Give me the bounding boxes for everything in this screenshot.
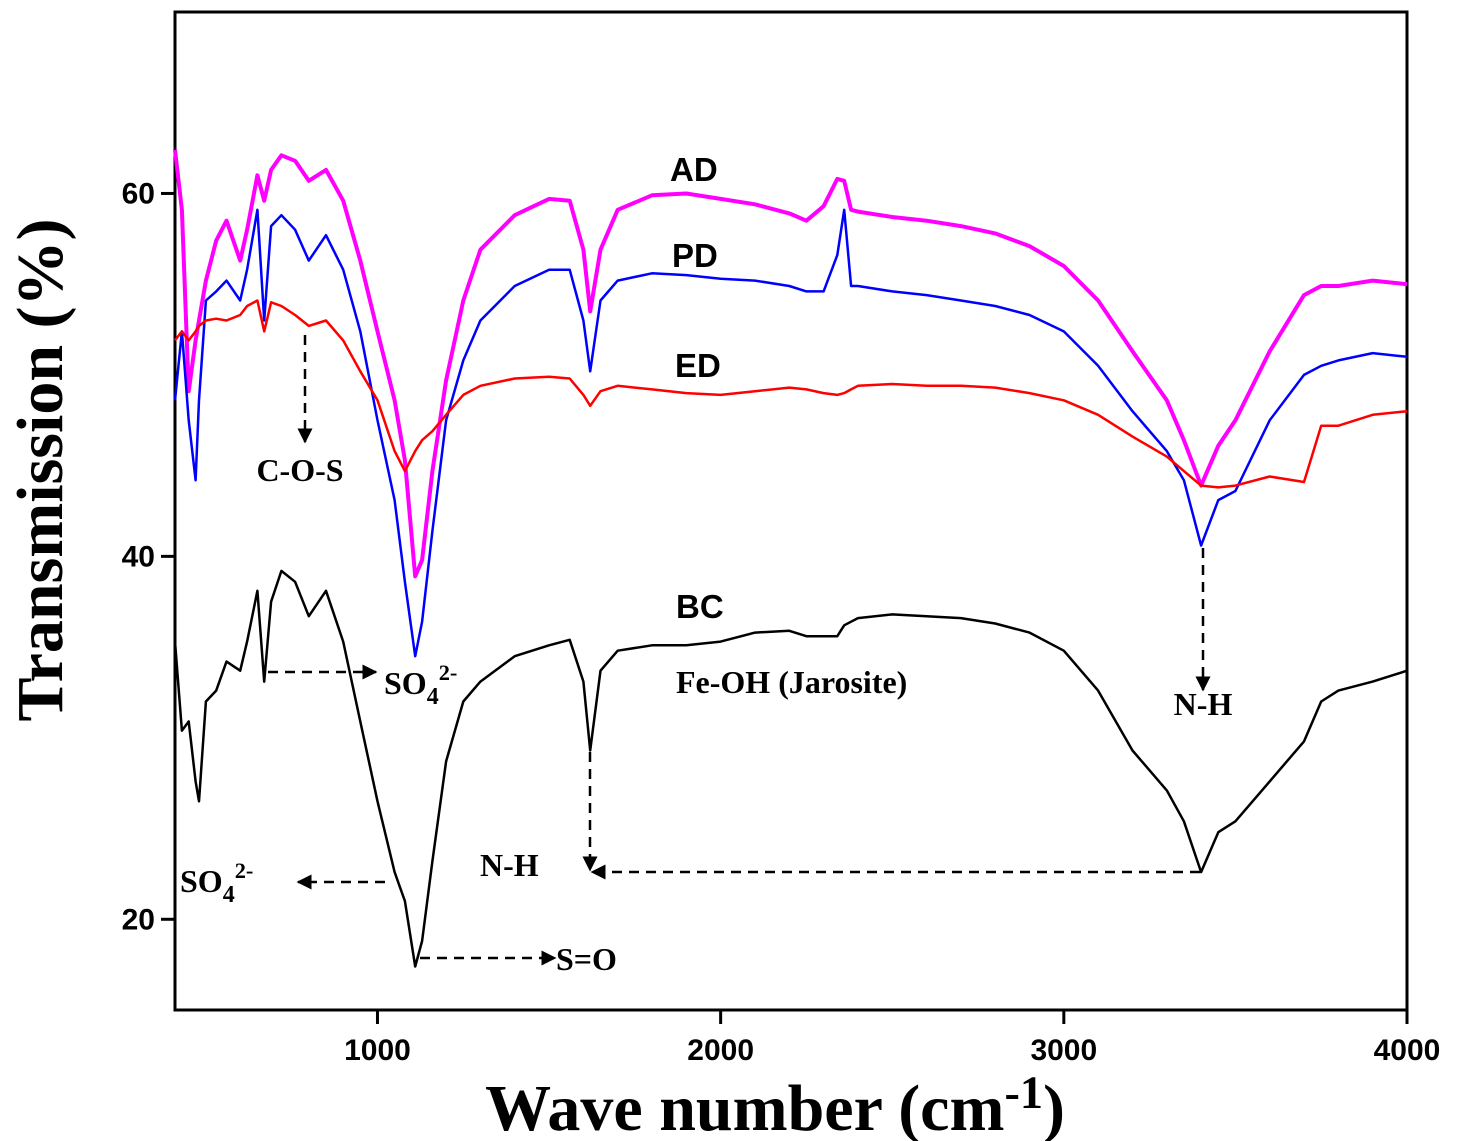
- x-tick-label: 4000: [1374, 1034, 1441, 1067]
- annotation-text: Fe-OH (Jarosite): [676, 664, 907, 700]
- annotation: N-H: [1174, 686, 1233, 722]
- annotation: SO42-: [180, 858, 253, 908]
- series-label: AD: [670, 151, 718, 188]
- plot-frame: [173, 10, 1409, 1012]
- spectrum-line: [173, 149, 1408, 579]
- spectrum-line: [173, 208, 1408, 658]
- annotation-text: S=O: [556, 941, 617, 977]
- y-tick-label: 60: [122, 177, 155, 210]
- spectrum-line: [173, 569, 1408, 968]
- y-tick-label: 40: [122, 540, 155, 573]
- annotation-text: SO: [384, 665, 427, 701]
- annotation-text: C-O-S: [256, 452, 343, 488]
- x-axis-title-sup: -1: [1004, 1067, 1042, 1118]
- x-tick-label: 3000: [1030, 1034, 1097, 1067]
- y-axis-title: Transmission (%): [4, 219, 77, 722]
- annotation: SO42-: [384, 660, 457, 710]
- annotation: C-O-S: [256, 452, 343, 488]
- annotation-text: SO: [180, 863, 223, 899]
- series-label: PD: [672, 237, 718, 274]
- annotation-text: N-H: [480, 847, 539, 883]
- y-tick-label: 20: [122, 903, 155, 936]
- series-label: BC: [676, 588, 724, 625]
- spectrum-line: [174, 299, 1408, 489]
- annotation: S=O: [556, 941, 617, 977]
- x-tick-label: 1000: [344, 1034, 411, 1067]
- annotation-sub: 4: [223, 882, 235, 908]
- series-label: ED: [675, 347, 721, 384]
- x-axis-title: Wave number (cm-1): [485, 1067, 1065, 1141]
- annotation: N-H: [480, 847, 539, 883]
- annotation-sup: 2-: [235, 858, 254, 883]
- annotation-sub: 4: [427, 684, 439, 710]
- x-axis-title-tail: ): [1043, 1072, 1065, 1141]
- x-axis-title-text: Wave number (cm: [485, 1072, 1004, 1141]
- x-tick-label: 2000: [687, 1034, 754, 1067]
- annotation: Fe-OH (Jarosite): [676, 664, 907, 700]
- y-axis-title-text: Transmission (%): [4, 219, 77, 722]
- annotation-sup: 2-: [439, 660, 458, 685]
- annotation-text: N-H: [1174, 686, 1233, 722]
